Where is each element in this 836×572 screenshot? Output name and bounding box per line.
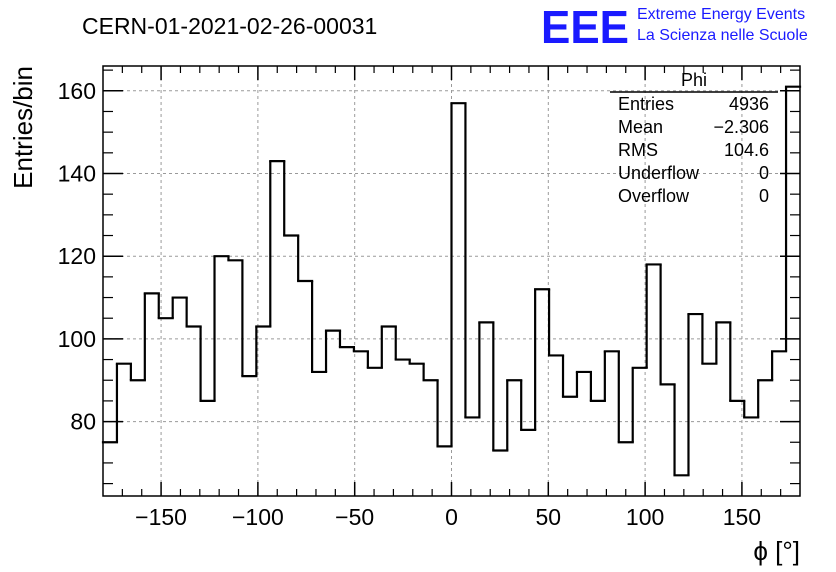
x-tick-label: 100: [626, 504, 664, 530]
histogram-bin: [729, 322, 746, 403]
y-tick-label: 160: [58, 78, 96, 104]
histogram-bin: [534, 288, 551, 430]
stats-row-value: 0: [759, 186, 769, 206]
histogram-bin: [743, 400, 760, 419]
histogram-bin: [324, 329, 342, 372]
y-axis-label: Entries/bin: [8, 66, 38, 189]
histogram-bin: [269, 159, 286, 327]
histogram-bin: [199, 326, 216, 403]
eee-logo: EEE Extreme Energy Events La Scienza nel…: [541, 1, 808, 53]
histogram-bin: [422, 363, 439, 382]
stats-row-label: Entries: [618, 94, 674, 114]
x-tick-label: 50: [536, 504, 562, 530]
histogram-bin: [408, 359, 425, 365]
histogram-bin: [366, 351, 383, 369]
histogram-bin: [547, 289, 565, 357]
project-subtitle: La Scienza nelle Scuole: [637, 27, 808, 44]
histogram-bin: [129, 363, 146, 382]
stats-row-value: 0: [759, 163, 769, 183]
stats-row-value: 4936: [729, 94, 769, 114]
histogram-bin: [589, 371, 606, 403]
histogram-bin: [520, 380, 537, 431]
histogram-bin: [143, 292, 160, 381]
histogram-bin: [701, 314, 718, 365]
histogram-bin: [297, 235, 314, 283]
histogram-bin: [450, 102, 467, 447]
histogram-bin: [645, 263, 662, 368]
histogram-bin: [436, 380, 453, 448]
histogram-bin: [617, 351, 634, 444]
x-tick-label: 150: [723, 504, 761, 530]
stats-row-label: Underflow: [618, 163, 700, 183]
histogram-bin: [631, 366, 648, 443]
eee-logo-text: EEE: [541, 1, 629, 53]
histogram-bin: [478, 321, 495, 418]
histogram-bin: [771, 350, 788, 381]
stats-box: Phi Entries 4936 Mean −2.306 RMS 104.6 Underfl…: [610, 70, 778, 206]
stats-row-value: 104.6: [724, 140, 769, 160]
histogram-bin: [757, 379, 774, 418]
histogram-bins: [101, 85, 802, 477]
x-axis-label: ϕ [°]: [753, 536, 800, 566]
stats-row-value: −2.306: [713, 117, 769, 137]
y-tick-label: 140: [58, 161, 96, 187]
histogram-bin: [255, 325, 272, 377]
axis-ticks: [103, 66, 800, 496]
y-tick-label: 80: [70, 409, 96, 435]
x-tick-labels: −150 −100 −50 0 50 100 150: [135, 504, 761, 530]
histogram-bin: [784, 85, 802, 352]
stats-row-label: RMS: [618, 140, 658, 160]
histogram-bin: [561, 355, 579, 398]
stats-row-label: Mean: [618, 117, 663, 137]
histogram-bin: [213, 255, 230, 401]
x-tick-label: −150: [135, 504, 187, 530]
x-tick-label: 0: [445, 504, 458, 530]
histogram-bin: [185, 297, 202, 328]
histogram-bin: [492, 322, 509, 452]
histogram-bin: [115, 362, 132, 443]
histogram-bin: [227, 256, 244, 262]
histogram-bin: [715, 321, 732, 364]
histogram-bin: [394, 326, 411, 361]
histogram-bin: [464, 103, 481, 419]
y-tick-label: 100: [58, 326, 96, 352]
y-tick-labels: 80 100 120 140 160: [58, 78, 96, 435]
histogram-bin: [283, 161, 300, 237]
run-title: CERN-01-2021-02-26-00031: [82, 13, 377, 39]
stats-row-label: Overflow: [618, 186, 690, 206]
histogram-bin: [506, 379, 523, 451]
histogram-bin: [575, 370, 593, 397]
histogram-bin: [380, 325, 397, 368]
histogram-bin: [659, 264, 676, 386]
histogram-bin: [311, 281, 328, 374]
histogram-bin: [687, 312, 704, 476]
histogram-bin: [157, 293, 174, 320]
stats-rows: Entries 4936 Mean −2.306 RMS 104.6 Underflow 0 O…: [618, 94, 769, 206]
histogram-bin: [171, 296, 188, 319]
histogram-bin: [603, 350, 620, 401]
histogram-bin: [352, 347, 369, 353]
project-name: Extreme Energy Events: [637, 6, 805, 23]
x-tick-label: −100: [232, 504, 284, 530]
x-tick-label: −50: [335, 504, 374, 530]
histogram-bin: [673, 384, 690, 477]
histogram-bin: [241, 260, 258, 378]
stats-title: Phi: [681, 70, 707, 90]
y-tick-label: 120: [58, 243, 96, 269]
histogram-bin: [338, 330, 356, 349]
